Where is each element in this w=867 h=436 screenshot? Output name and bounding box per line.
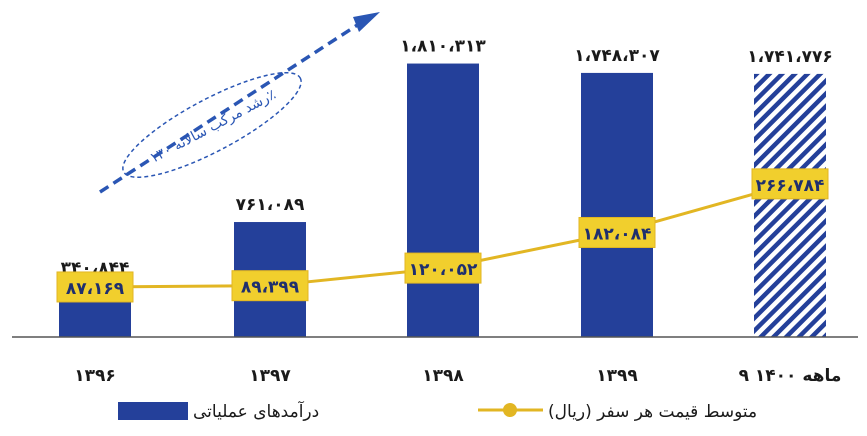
line-point-marker-0 (56, 271, 134, 303)
line-point-marker-1 (231, 270, 309, 302)
line-value-label-2: ۱۲۰،۰۵۲ (409, 260, 478, 280)
x-tick-label-4: ۹ ماهه ۱۴۰۰ (739, 366, 842, 386)
x-tick-label-0: ۱۳۹۶ (74, 366, 116, 386)
line-point-marker-4 (751, 168, 829, 200)
line-value-label-3: ۱۸۲،۰۸۴ (583, 224, 652, 244)
growth-arrow-head (353, 12, 380, 32)
bar-4 (754, 73, 826, 338)
bar-value-label-3: ۱،۷۴۸،۳۰۷ (574, 46, 660, 66)
legend-bar-swatch (118, 402, 188, 420)
x-tick-label-1: ۱۳۹۷ (249, 366, 291, 386)
bar-3 (581, 72, 653, 337)
bar-value-label-2: ۱،۸۱۰،۳۱۳ (400, 37, 486, 57)
bar-2 (407, 63, 479, 338)
legend-line-label: متوسط قیمت هر سفر (ریال) (548, 402, 757, 422)
line-value-label-1: ۸۹،۳۹۹ (241, 278, 300, 298)
x-tick-label-3: ۱۳۹۹ (596, 366, 638, 386)
line-value-label-0: ۸۷،۱۶۹ (66, 279, 125, 299)
x-tick-label-2: ۱۳۹۸ (422, 366, 464, 386)
line-value-label-4: ۲۶۶،۷۸۴ (756, 176, 825, 196)
line-point-marker-3 (578, 216, 656, 248)
bar-value-label-1: ۷۶۱،۰۸۹ (236, 195, 305, 215)
line-point-marker-2 (404, 252, 482, 284)
legend-line-marker (503, 403, 517, 417)
growth-annotation-ellipse (122, 71, 302, 179)
growth-arrow-line (99, 20, 363, 194)
legend-bar-label: درآمدهای عملیاتی (193, 400, 319, 422)
bar-value-label-4: ۱،۷۴۱،۷۷۶ (747, 47, 833, 67)
